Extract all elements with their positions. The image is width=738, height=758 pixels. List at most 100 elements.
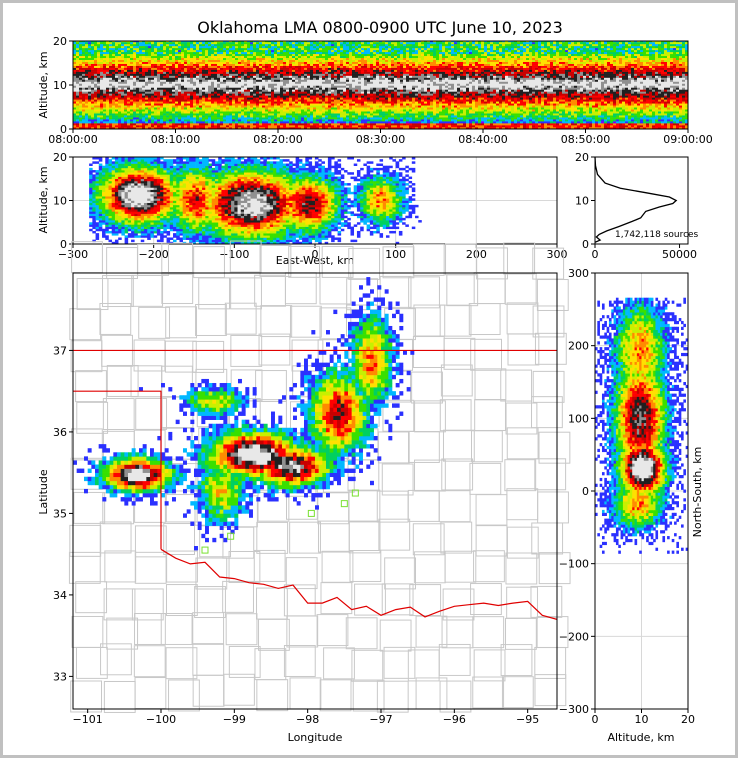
heat-cell xyxy=(208,77,212,80)
heat-cell xyxy=(400,49,404,53)
heat-cell xyxy=(286,89,290,92)
heat-cell xyxy=(262,121,266,124)
heat-cell xyxy=(358,67,362,70)
heat-cell xyxy=(298,81,302,84)
heat-cell xyxy=(328,61,332,64)
heat-cell xyxy=(334,73,338,76)
heat-cell xyxy=(193,85,197,88)
heat-cell xyxy=(316,79,320,82)
heat-cell xyxy=(250,65,254,68)
heat-cell xyxy=(241,95,245,98)
heat-cell xyxy=(109,117,113,120)
heat-cell xyxy=(97,89,101,92)
heat-cell xyxy=(247,65,251,68)
heat-cell xyxy=(130,41,134,45)
heat-cell xyxy=(235,97,239,100)
heat-cell xyxy=(346,103,350,106)
heat-cell xyxy=(265,59,269,62)
heat-cell xyxy=(178,79,182,82)
heat-cell xyxy=(388,69,392,72)
heat-cell xyxy=(232,95,236,98)
heat-cell xyxy=(295,43,299,47)
heat-cell xyxy=(352,117,356,120)
heat-cell xyxy=(403,85,407,88)
heat-cell xyxy=(358,117,362,120)
heat-cell xyxy=(97,105,101,108)
heat-cell xyxy=(325,67,329,70)
heat-cell xyxy=(376,53,380,57)
heat-cell xyxy=(403,73,407,76)
heat-cell xyxy=(307,67,311,70)
heat-cell xyxy=(226,123,230,126)
heat-cell xyxy=(268,117,272,120)
heat-cell xyxy=(151,73,155,76)
heat-cell xyxy=(157,81,161,84)
heat-cell xyxy=(397,85,401,88)
heat-cell xyxy=(193,41,197,45)
heat-cell xyxy=(298,105,302,108)
heat-cell xyxy=(244,111,248,114)
heat-cell xyxy=(88,51,92,55)
heat-cell xyxy=(217,91,221,94)
heat-cell xyxy=(259,73,263,76)
heat-cell xyxy=(76,87,80,90)
heat-cell xyxy=(139,65,143,68)
heat-cell xyxy=(352,119,356,122)
heat-cell xyxy=(169,41,173,45)
heat-cell xyxy=(376,115,380,118)
heat-cell xyxy=(178,59,182,62)
heat-cell xyxy=(280,79,284,82)
heat-cell xyxy=(376,67,380,70)
heat-cell xyxy=(295,57,299,60)
heat-cell xyxy=(307,87,311,90)
heat-cell xyxy=(79,59,83,62)
heat-cell xyxy=(106,43,110,47)
heat-cell xyxy=(217,115,221,118)
heat-cell xyxy=(226,125,230,128)
heat-cell xyxy=(298,103,302,106)
heat-cell xyxy=(286,65,290,68)
heat-cell xyxy=(268,99,272,102)
heat-cell xyxy=(280,119,284,122)
heat-cell xyxy=(349,91,353,94)
heat-cell xyxy=(109,107,113,110)
heat-cell xyxy=(346,99,350,102)
heat-cell xyxy=(199,89,203,92)
heat-cell xyxy=(178,53,182,57)
heat-cell xyxy=(346,67,350,70)
heat-cell xyxy=(283,79,287,82)
heat-cell xyxy=(301,47,305,51)
heat-cell xyxy=(313,93,317,96)
heat-cell xyxy=(193,99,197,102)
heat-cell xyxy=(349,125,353,128)
heat-cell xyxy=(274,109,278,112)
heat-cell xyxy=(217,71,221,74)
heat-cell xyxy=(190,105,194,108)
heat-cell xyxy=(358,95,362,98)
heat-cell xyxy=(127,103,131,106)
heat-cell xyxy=(313,63,317,66)
heat-cell xyxy=(196,95,200,98)
heat-cell xyxy=(256,41,260,45)
heat-cell xyxy=(124,65,128,68)
heat-cell xyxy=(154,49,158,53)
heat-cell xyxy=(367,75,371,78)
heat-cell xyxy=(349,79,353,82)
heat-cell xyxy=(250,101,254,104)
heat-cell xyxy=(76,41,80,45)
heat-cell xyxy=(82,69,86,72)
heat-cell xyxy=(97,101,101,104)
heat-cell xyxy=(298,73,302,76)
heat-cell xyxy=(253,51,257,55)
heat-cell xyxy=(367,119,371,122)
heat-cell xyxy=(346,97,350,100)
heat-cell xyxy=(142,125,146,128)
heat-cell xyxy=(91,119,95,122)
heat-cell xyxy=(283,43,287,47)
heat-cell xyxy=(379,91,383,94)
heat-cell xyxy=(355,93,359,96)
heat-cell xyxy=(208,51,212,55)
heat-cell xyxy=(382,127,386,129)
heat-cell xyxy=(229,45,233,49)
heat-cell xyxy=(229,113,233,116)
